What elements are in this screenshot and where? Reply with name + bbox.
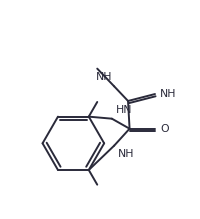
Text: NH: NH — [159, 89, 175, 99]
Text: HN: HN — [115, 105, 132, 115]
Text: NH: NH — [117, 150, 134, 159]
Text: NH: NH — [96, 72, 112, 83]
Text: O: O — [160, 124, 168, 134]
